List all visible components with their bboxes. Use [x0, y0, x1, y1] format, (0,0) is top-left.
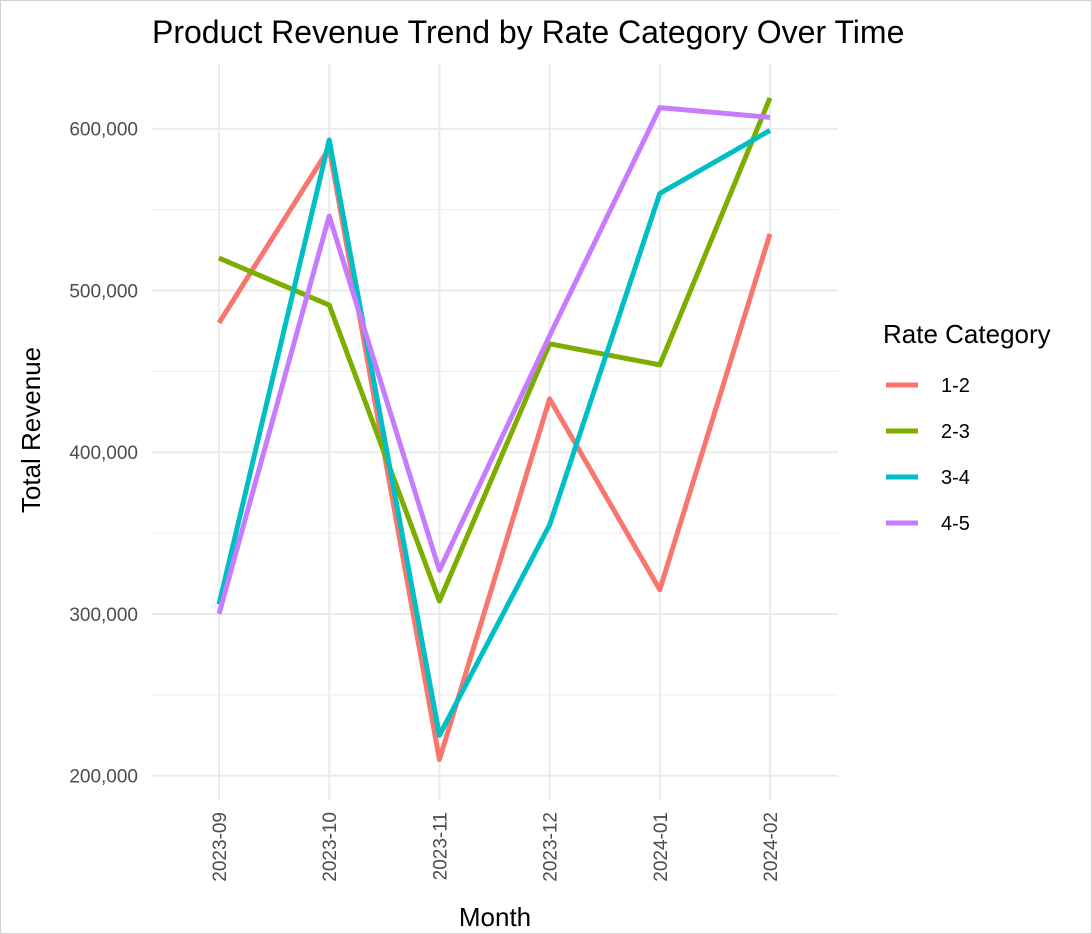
y-tick-label: 600,000	[69, 120, 138, 141]
x-tick-label: 2023-11	[430, 812, 451, 880]
legend-label-2-3: 2-3	[941, 421, 970, 443]
series-line-4-5	[216, 105, 771, 615]
series-line-1-2	[216, 145, 773, 763]
series-line-3-4	[216, 128, 772, 738]
x-tick-label: 2023-10	[320, 812, 341, 882]
y-tick-label: 400,000	[69, 443, 138, 464]
y-axis-title: Total Revenue	[16, 347, 46, 513]
y-tick-label: 500,000	[69, 281, 138, 302]
y-tick-label: 200,000	[69, 767, 138, 788]
legend-label-3-4: 3-4	[941, 467, 970, 489]
series-lines	[216, 97, 773, 763]
x-axis-ticks: 2023-09 2023-10 2023-11 2023-12 2024-01 2024-…	[210, 812, 782, 882]
legend-label-4-5: 4-5	[941, 513, 970, 535]
x-tick-label: 2024-02	[761, 812, 782, 882]
legend-title: Rate Category	[883, 319, 1051, 349]
x-tick-label: 2023-09	[210, 812, 231, 882]
x-axis-title: Month	[459, 902, 531, 932]
chart-title: Product Revenue Trend by Rate Category O…	[152, 14, 904, 50]
grid-lines	[152, 64, 838, 800]
series-line-2-3	[218, 97, 773, 604]
legend: Rate Category 1-2 2-3 3-4 4-5	[883, 319, 1051, 535]
x-tick-label: 2024-01	[651, 812, 672, 882]
y-axis-ticks: 200,000 300,000 400,000 500,000 600,000	[69, 120, 138, 788]
y-tick-label: 300,000	[69, 605, 138, 626]
legend-label-1-2: 1-2	[941, 375, 970, 397]
x-tick-label: 2023-12	[541, 812, 562, 882]
